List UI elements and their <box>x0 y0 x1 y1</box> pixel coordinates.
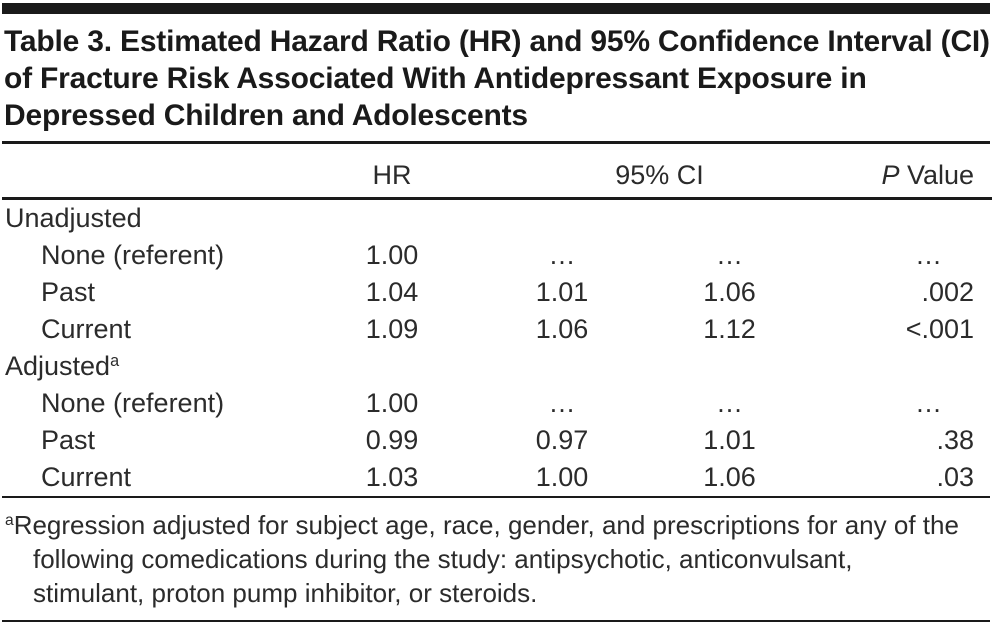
row-label: Current <box>41 462 132 492</box>
p-value: … <box>915 240 943 270</box>
title-rule <box>2 141 990 144</box>
p-value: .002 <box>921 277 975 307</box>
table-row-none-referent: None (referent) 1.00 … … … <box>2 385 992 422</box>
empty-header-cell <box>2 144 322 200</box>
ci-upper-value: 1.06 <box>703 462 756 492</box>
ci-upper-value: … <box>716 240 743 270</box>
section-row-adjusted: Adjusteda <box>2 348 992 385</box>
row-label: Current <box>41 314 132 344</box>
hr-value: 1.00 <box>365 240 419 270</box>
hr-value: 1.04 <box>365 277 419 307</box>
ci-lower-value: 1.06 <box>535 314 589 344</box>
table-footnote: aRegression adjusted for subject age, ra… <box>2 498 990 620</box>
ci-lower-value: 1.00 <box>535 462 589 492</box>
row-label: Past <box>41 425 96 455</box>
footnote-rule <box>2 496 990 498</box>
row-label: Unadjusted <box>5 203 142 233</box>
p-value: .03 <box>936 462 975 492</box>
hr-value <box>322 348 462 385</box>
bottom-rule <box>2 620 990 622</box>
hr-value: 1.00 <box>365 388 419 418</box>
p-value: .38 <box>936 425 975 455</box>
ci-lower-value: … <box>548 388 576 418</box>
hr-value: 1.09 <box>365 314 419 344</box>
p-value: <.001 <box>905 314 975 344</box>
hazard-ratio-table: HR 95% CI P Value Unadjusted None (refer… <box>2 144 992 496</box>
table-row-past: Past 1.04 1.01 1.06 .002 <box>2 274 992 311</box>
footnote-marker: a <box>5 512 14 530</box>
ci-lower-value: 0.97 <box>535 425 589 455</box>
table-row-none-referent: None (referent) 1.00 … … … <box>2 237 992 274</box>
section-label: Adjusted <box>5 351 111 381</box>
ci-upper-value <box>662 348 797 385</box>
hr-value <box>322 199 462 238</box>
ci-lower-value: 1.01 <box>535 277 589 307</box>
section-row-unadjusted: Unadjusted <box>2 199 992 238</box>
hr-value: 0.99 <box>365 425 419 455</box>
ci-upper-value: 1.12 <box>703 314 756 344</box>
ci-upper-value: 1.06 <box>703 277 756 307</box>
p-value <box>797 199 992 238</box>
table-header-row: HR 95% CI P Value <box>2 144 992 200</box>
p-value-header-italic: P <box>881 160 900 190</box>
p-value-column-header: P Value <box>797 144 992 200</box>
table-row-current: Current 1.03 1.00 1.06 .03 <box>2 459 992 496</box>
row-label: Adjusteda <box>2 348 322 385</box>
p-value: … <box>915 388 943 418</box>
ci-column-header: 95% CI <box>462 144 798 200</box>
row-label: None (referent) <box>41 240 225 270</box>
p-value <box>797 348 992 385</box>
table-row-current: Current 1.09 1.06 1.12 <.001 <box>2 311 992 348</box>
ci-lower-value <box>462 348 662 385</box>
ci-lower-value <box>462 199 662 238</box>
footnote-marker-ref: a <box>110 352 120 371</box>
footnote-text: Regression adjusted for subject age, rac… <box>13 510 959 608</box>
table-row-past: Past 0.99 0.97 1.01 .38 <box>2 422 992 459</box>
ci-lower-value: … <box>548 240 576 270</box>
row-label: None (referent) <box>41 388 225 418</box>
ci-upper-value <box>662 199 797 238</box>
ci-upper-value: 1.01 <box>703 425 756 455</box>
hr-value: 1.03 <box>365 462 419 492</box>
table-title: Table 3. Estimated Hazard Ratio (HR) and… <box>4 25 990 132</box>
ci-upper-value: … <box>716 388 743 418</box>
row-label: Past <box>41 277 96 307</box>
hr-column-header: HR <box>322 144 462 200</box>
top-accent-bar <box>2 3 990 14</box>
p-value-header-rest: Value <box>899 160 975 190</box>
